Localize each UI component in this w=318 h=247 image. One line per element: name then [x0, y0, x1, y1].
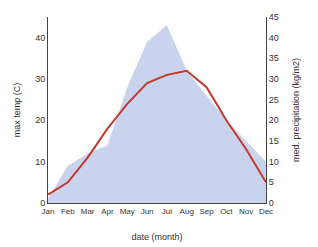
svg-text:35: 35 [269, 53, 279, 63]
svg-text:med. precipitation (kg/m2): med. precipitation (kg/m2) [291, 58, 301, 162]
svg-text:25: 25 [269, 95, 279, 105]
svg-text:10: 10 [35, 157, 45, 167]
svg-text:20: 20 [35, 115, 45, 125]
svg-text:max temp (C): max temp (C) [12, 83, 22, 138]
svg-text:Nov: Nov [239, 207, 253, 216]
svg-text:0: 0 [269, 198, 274, 208]
svg-text:5: 5 [269, 177, 274, 187]
svg-text:Jun: Jun [141, 207, 154, 216]
svg-text:Dec: Dec [259, 207, 273, 216]
svg-text:Sep: Sep [199, 207, 214, 216]
svg-text:Oct: Oct [220, 207, 233, 216]
svg-text:15: 15 [269, 136, 279, 146]
svg-text:30: 30 [35, 74, 45, 84]
svg-text:30: 30 [269, 74, 279, 84]
svg-text:Apr: Apr [101, 207, 114, 216]
svg-text:45: 45 [269, 12, 279, 22]
svg-text:Aug: Aug [180, 207, 194, 216]
svg-text:0: 0 [40, 198, 45, 208]
svg-text:May: May [120, 207, 135, 216]
svg-text:date (month): date (month) [131, 232, 182, 242]
svg-text:Mar: Mar [81, 207, 95, 216]
svg-text:40: 40 [35, 33, 45, 43]
svg-text:Jan: Jan [42, 207, 55, 216]
svg-text:Feb: Feb [61, 207, 75, 216]
svg-text:10: 10 [269, 157, 279, 167]
svg-text:Jul: Jul [162, 207, 172, 216]
svg-text:20: 20 [269, 115, 279, 125]
svg-text:40: 40 [269, 33, 279, 43]
